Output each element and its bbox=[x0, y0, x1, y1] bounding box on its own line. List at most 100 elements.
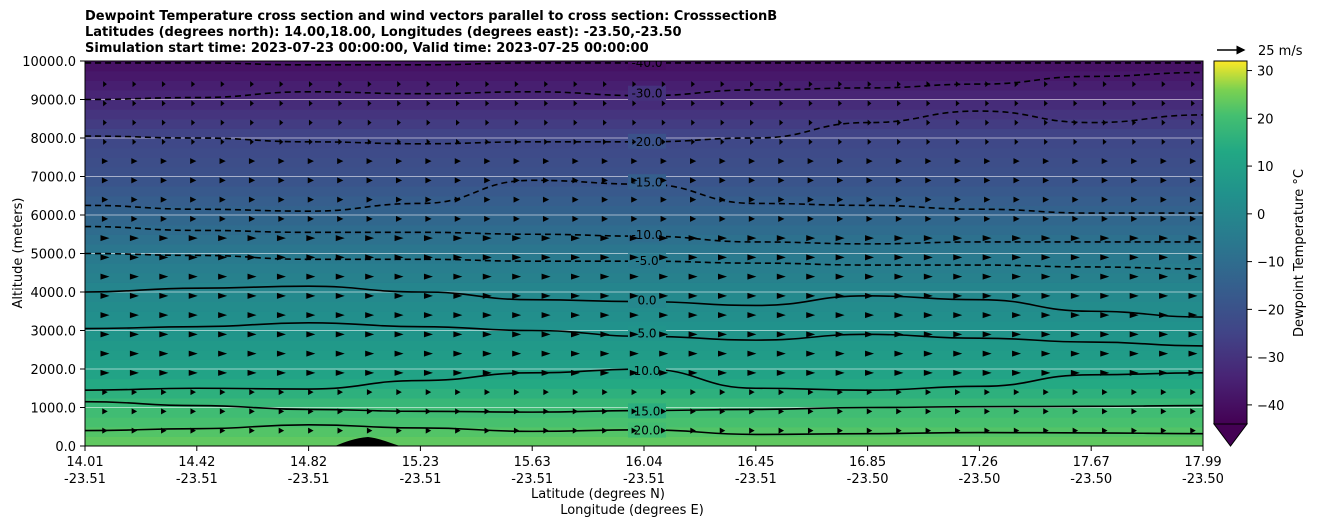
wind-vector bbox=[750, 100, 754, 107]
wind-vector bbox=[1190, 427, 1196, 434]
wind-vector bbox=[101, 196, 109, 203]
wind-vector bbox=[1070, 254, 1080, 261]
wind-vector bbox=[923, 369, 933, 376]
wind-vector bbox=[1159, 292, 1169, 299]
wind-vector bbox=[278, 408, 285, 415]
wind-vector bbox=[276, 254, 286, 261]
wind-vector bbox=[720, 100, 725, 107]
wind-vector bbox=[570, 273, 580, 280]
wind-vector bbox=[570, 331, 580, 338]
wind-vector bbox=[835, 254, 845, 261]
contour-line bbox=[85, 252, 1203, 270]
wind-vector bbox=[1012, 235, 1022, 242]
wind-vector bbox=[250, 138, 254, 145]
wind-vector bbox=[129, 331, 139, 338]
wind-vector bbox=[514, 81, 519, 88]
wind-vector bbox=[778, 427, 785, 434]
x-tick-label-longitude: -23.50 bbox=[847, 472, 889, 487]
wind-vector bbox=[954, 177, 961, 184]
wind-vector bbox=[426, 119, 431, 126]
wind-vector bbox=[1012, 369, 1022, 376]
wind-vector bbox=[837, 427, 843, 434]
wind-vector bbox=[191, 81, 196, 88]
wind-vector bbox=[1159, 350, 1169, 357]
wind-vector bbox=[306, 292, 316, 299]
y-tick-label: 5000.0 bbox=[31, 248, 77, 263]
wind-vector bbox=[396, 408, 402, 415]
wind-vector bbox=[691, 100, 695, 107]
wind-vector bbox=[308, 138, 313, 145]
wind-vector bbox=[132, 119, 137, 126]
colorbar-tick-label: 10 bbox=[1257, 160, 1274, 175]
x-tick-label-latitude: 15.63 bbox=[514, 455, 551, 470]
dewpoint-band bbox=[85, 166, 1203, 178]
wind-vector bbox=[512, 235, 522, 242]
wind-vector bbox=[1129, 331, 1139, 338]
wind-vector bbox=[335, 235, 345, 242]
wind-vector bbox=[1041, 312, 1051, 319]
wind-vector bbox=[161, 427, 167, 434]
wind-vector bbox=[541, 254, 551, 261]
wind-vector bbox=[1041, 331, 1051, 338]
wind-vector bbox=[338, 100, 343, 107]
contour-label: -30.0 bbox=[631, 87, 662, 101]
wind-vector bbox=[719, 177, 726, 184]
wind-vector bbox=[719, 215, 726, 222]
wind-vector bbox=[955, 138, 960, 145]
wind-vector bbox=[984, 408, 990, 415]
wind-vector bbox=[1129, 292, 1139, 299]
wind-vector bbox=[129, 292, 139, 299]
wind-vector bbox=[365, 312, 375, 319]
wind-vector bbox=[688, 235, 698, 242]
wind-vector bbox=[425, 215, 432, 222]
wind-vector bbox=[514, 100, 519, 107]
x-tick-label-longitude: -23.51 bbox=[623, 472, 665, 487]
wind-vector bbox=[395, 177, 403, 184]
wind-vector bbox=[776, 254, 786, 261]
contour-label-background bbox=[628, 85, 666, 101]
wind-vector bbox=[807, 408, 814, 415]
wind-vector bbox=[837, 389, 843, 396]
wind-vector bbox=[865, 331, 875, 338]
wind-vector bbox=[750, 119, 754, 126]
wind-vector bbox=[279, 81, 284, 88]
wind-vector bbox=[338, 119, 343, 126]
wind-vector bbox=[572, 389, 579, 396]
wind-vector bbox=[1131, 177, 1138, 184]
wind-vector bbox=[544, 138, 548, 145]
wind-vector bbox=[838, 100, 843, 107]
wind-vector bbox=[1159, 331, 1169, 338]
wind-vector bbox=[1042, 158, 1050, 165]
wind-vector bbox=[925, 196, 932, 203]
wind-vector bbox=[425, 408, 432, 415]
wind-vector bbox=[688, 273, 698, 280]
wind-vector bbox=[248, 196, 256, 203]
wind-vector bbox=[366, 215, 373, 222]
wind-vector bbox=[926, 138, 931, 145]
wind-vector bbox=[1013, 196, 1020, 203]
wind-vector bbox=[1189, 177, 1197, 184]
wind-vector bbox=[570, 254, 580, 261]
wind-vector bbox=[1070, 369, 1080, 376]
wind-vector bbox=[367, 138, 372, 145]
wind-vector bbox=[1072, 196, 1079, 203]
wind-vector bbox=[982, 350, 992, 357]
wind-vector bbox=[1101, 158, 1108, 165]
wind-vector bbox=[631, 177, 638, 184]
wind-vector bbox=[366, 408, 373, 415]
wind-vector bbox=[1100, 331, 1110, 338]
wind-vector bbox=[1013, 408, 1020, 415]
wind-vector bbox=[894, 292, 904, 299]
wind-vector bbox=[514, 138, 519, 145]
wind-vector bbox=[866, 427, 873, 434]
wind-vector bbox=[837, 177, 844, 184]
wind-vector bbox=[512, 312, 522, 319]
wind-vector bbox=[807, 427, 814, 434]
wind-vector bbox=[955, 427, 961, 434]
wind-vector bbox=[661, 81, 666, 88]
wind-vector bbox=[1070, 292, 1080, 299]
wind-vector bbox=[953, 292, 963, 299]
wind-vector bbox=[660, 196, 667, 203]
wind-vector bbox=[218, 273, 228, 280]
wind-vector bbox=[1159, 273, 1169, 280]
